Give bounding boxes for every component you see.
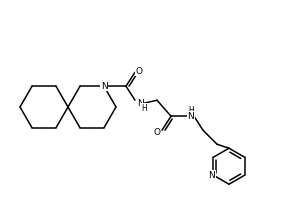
Text: N: N [100,82,107,91]
Text: N: N [188,112,194,121]
Text: H: H [188,106,194,115]
Text: N: N [208,171,215,180]
Text: N: N [136,99,143,108]
Text: O: O [154,128,160,137]
Text: O: O [136,67,142,76]
Text: H: H [141,104,147,113]
